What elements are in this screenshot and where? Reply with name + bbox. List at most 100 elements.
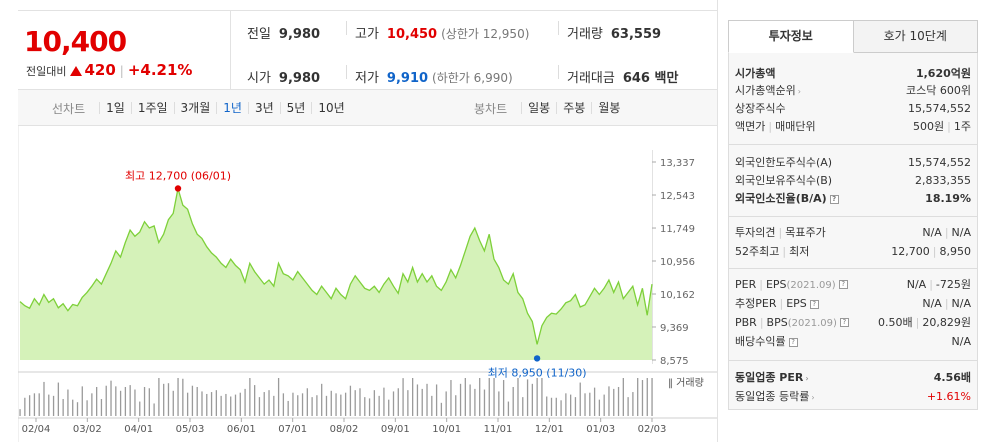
- tab-orderbook[interactable]: 호가 10단계: [853, 20, 978, 53]
- volume-bar: [105, 385, 107, 416]
- help-icon[interactable]: ?: [809, 299, 819, 309]
- section-market: 시가총액 1,620억원 시가총액순위 › 코스닥 600위 상장주식수 15,5…: [729, 53, 977, 145]
- volume-bar: [72, 399, 74, 416]
- volume-bar: [407, 390, 409, 416]
- price-area: [20, 188, 652, 360]
- volume-bar: [522, 397, 524, 416]
- volume-bar: [24, 397, 26, 416]
- volume-bar: [28, 395, 31, 416]
- row-foreign-limit: 외국인한도주식수(A) 15,574,552: [735, 153, 971, 171]
- foreign-holding-label: 외국인보유주식수(B): [735, 174, 833, 187]
- volume-bar: [263, 392, 265, 416]
- upper-limit: (상한가 12,950): [441, 27, 530, 41]
- volume-bar: [469, 384, 471, 416]
- volume-bar: [589, 392, 591, 416]
- volume-bar: [268, 390, 270, 416]
- help-icon[interactable]: ?: [839, 318, 849, 327]
- dividend-value: N/A: [951, 334, 971, 348]
- volume-bar: [115, 386, 117, 416]
- volume-bar: [507, 401, 510, 416]
- tab-period-6[interactable]: 10년: [311, 102, 350, 114]
- help-icon[interactable]: ?: [829, 194, 839, 204]
- volume-bar: [368, 398, 371, 416]
- tab-candle-1[interactable]: 주봉: [556, 102, 591, 114]
- volume-bar: [526, 379, 529, 416]
- row-sector-change[interactable]: 동일업종 등락률 › +1.61%: [735, 387, 971, 405]
- volume-bar: [498, 391, 500, 416]
- price-chart[interactable]: 13,337 12,543 11,749 10,956 10,162 9,369 8,575…: [17, 126, 717, 442]
- help-icon[interactable]: ?: [838, 280, 848, 289]
- volume-bar: [435, 384, 438, 416]
- tab-period-3[interactable]: 1년: [216, 102, 248, 114]
- volume-bar: [297, 395, 299, 416]
- volume-bar: [129, 385, 131, 416]
- pbr-period: (2021.09): [787, 317, 837, 329]
- volume-bar: [19, 409, 21, 416]
- low-point-marker: [533, 355, 541, 362]
- section-valuation: PER | EPS(2021.09)? N/A | -725원 추정PER | EPS? N…: [729, 269, 977, 361]
- target-price-label: 목표주가: [785, 226, 826, 239]
- price-box: 10,400 전일대비 420 | +4.21%: [18, 11, 230, 91]
- volume-bar: [52, 395, 55, 416]
- foreign-holding-value: 2,833,355: [915, 173, 971, 187]
- opinion-label: 투자의견: [735, 226, 776, 239]
- volume-bar: [62, 399, 64, 416]
- volume-bar: [148, 388, 150, 416]
- volume-bar: [536, 378, 538, 416]
- help-icon[interactable]: ?: [788, 337, 798, 347]
- open-price: 시가 9,980: [247, 67, 320, 86]
- volume-bar: [445, 391, 447, 416]
- volume-bar: [292, 392, 294, 416]
- eps-value: -725원: [935, 278, 971, 291]
- volume-bar: [574, 397, 577, 416]
- volume-bar: [86, 400, 88, 416]
- trade-amount-value: 646 백만: [622, 71, 679, 86]
- x-tick-label: 02/03: [638, 424, 667, 435]
- row-sector-per[interactable]: 동일업종 PER › 4.56배: [735, 368, 971, 386]
- tab-period-2[interactable]: 3개월: [173, 102, 217, 114]
- tab-investment-info[interactable]: 투자정보: [728, 20, 854, 53]
- volume-bar: [402, 378, 404, 416]
- tab-period-0[interactable]: 1일: [99, 102, 131, 114]
- volume-bar: [531, 383, 534, 416]
- row-par-value: 액면가 | 매매단위 500원 | 1주: [735, 120, 971, 133]
- prev-close-label: 전일: [247, 27, 271, 42]
- y-tick-label: 10,162: [660, 290, 695, 301]
- volume-bar: [48, 394, 50, 416]
- volume-bar: [316, 395, 318, 416]
- quote-summary: 10,400 전일대비 420 | +4.21% 전일 9,980 고가 10,450 (상…: [18, 10, 718, 91]
- bps-label: BPS: [766, 315, 788, 329]
- shares-value: 15,574,552: [908, 101, 971, 115]
- volume-bar: [57, 382, 60, 416]
- chevron-right-icon: ›: [805, 374, 809, 383]
- low-point-label: 최저 8,950 (11/30): [488, 366, 587, 379]
- tab-candle-0[interactable]: 일봉: [521, 102, 556, 114]
- tab-candle-2[interactable]: 월봉: [591, 102, 626, 114]
- volume-bar: [617, 386, 620, 416]
- tab-period-4[interactable]: 3년: [247, 102, 280, 114]
- volume-bar: [110, 380, 112, 416]
- volume-bar: [359, 388, 361, 416]
- volume-bar: [397, 388, 399, 416]
- price-change: 전일대비 420 | +4.21%: [26, 61, 192, 79]
- trade-amount: 거래대금 646 백만: [567, 67, 678, 86]
- row-per: PER | EPS(2021.09)? N/A | -725원: [735, 277, 971, 292]
- x-tick-label: 10/01: [432, 424, 461, 435]
- price-chart-svg: 13,337 12,543 11,749 10,956 10,162 9,369 8,575…: [17, 126, 717, 442]
- prev-close: 전일 9,980: [247, 23, 320, 42]
- volume-legend-label: ‖ 거래량: [668, 377, 704, 389]
- tab-period-5[interactable]: 5년: [279, 102, 312, 114]
- tab-period-1[interactable]: 1주일: [130, 102, 174, 114]
- divider: |: [119, 64, 124, 78]
- x-tick-label: 05/03: [176, 424, 205, 435]
- week52-low-label: 최저: [789, 245, 810, 258]
- row-market-cap-rank[interactable]: 시가총액순위 › 코스닥 600위: [735, 81, 971, 99]
- volume-bar: [440, 402, 443, 416]
- divider: [346, 65, 347, 79]
- up-triangle-icon: [70, 66, 83, 76]
- volume-bar: [383, 387, 385, 416]
- trade-unit-value: 1주: [953, 120, 971, 133]
- volume-bar: [225, 393, 227, 416]
- sector-per-value: 4.56배: [933, 371, 971, 384]
- volume-bar: [651, 378, 653, 416]
